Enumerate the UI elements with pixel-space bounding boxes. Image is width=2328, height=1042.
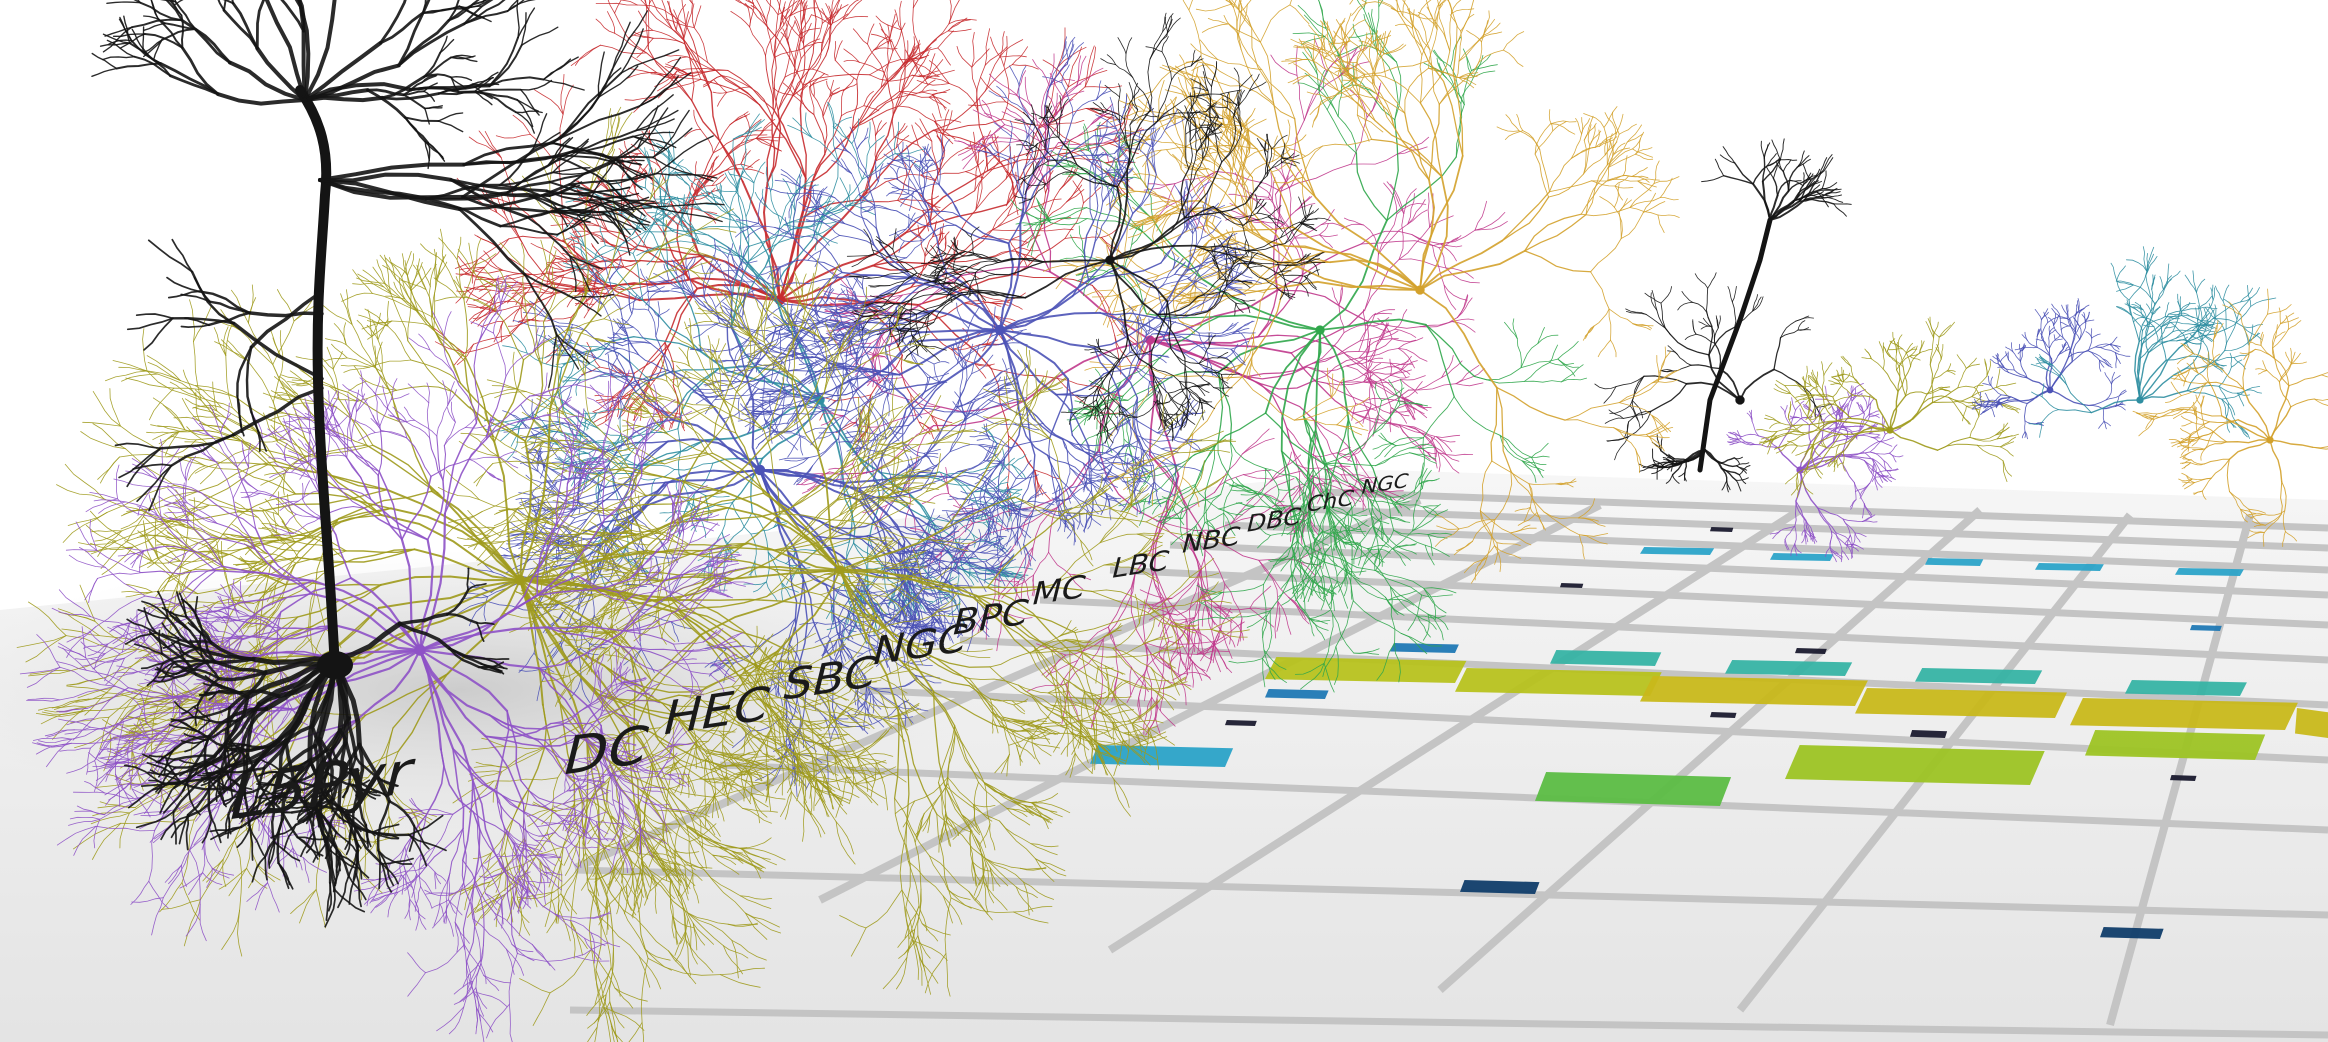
neuron-olive-front-2 <box>437 265 1250 997</box>
grid-line <box>1109 566 2328 629</box>
connectivity-cell <box>1455 668 1662 696</box>
connectivity-cell <box>1915 668 2043 684</box>
connectivity-cell <box>1535 772 1732 806</box>
connectivity-cell <box>1770 553 1834 561</box>
label-dc: DC <box>557 714 655 788</box>
grid-line <box>1224 521 2328 574</box>
connectivity-cell <box>1925 558 1984 566</box>
neuron-far-purple <box>1726 383 1904 563</box>
connectivity-cell <box>2190 625 2222 631</box>
neuron-back-pyramidal <box>1639 138 1852 493</box>
soma <box>317 651 353 679</box>
connectivity-cell <box>1855 688 2067 718</box>
connectivity-cell <box>2175 568 2244 576</box>
connectivity-cell <box>2100 927 2164 939</box>
connectivity-cell <box>1225 720 1257 726</box>
grid-line <box>1437 507 1983 993</box>
apical-dendrite <box>295 85 340 675</box>
grid-line <box>1274 504 2328 552</box>
neuron-far-olive <box>1756 316 2021 498</box>
connectivity-cell <box>1710 527 1734 532</box>
connectivity-cell <box>1390 643 1459 653</box>
grid-line <box>2106 513 2254 1027</box>
connectivity-cell <box>1725 660 1853 676</box>
grid-line <box>1039 596 2328 664</box>
connectivity-cell <box>1640 676 1868 706</box>
connectivity-cell <box>1785 745 2045 785</box>
connectivity-cell <box>1910 730 1948 738</box>
connectivity-cell <box>1265 657 1467 683</box>
connectivity-cell <box>2170 775 2197 781</box>
grid-line <box>1169 541 2328 599</box>
grid-line <box>719 761 2328 834</box>
connectivity-cell <box>1265 689 1329 699</box>
neuron-far-blue <box>1971 298 2131 440</box>
grid-line <box>818 501 1602 904</box>
connectivity-cell <box>1640 547 1715 555</box>
connectivity-cell <box>2085 730 2266 760</box>
connectivity-cell <box>1795 648 1827 654</box>
connectivity-cell <box>2295 708 2328 738</box>
connectivity-cell <box>1560 583 1584 588</box>
neuron-far-gold <box>2132 288 2328 547</box>
connectivity-cell <box>2125 680 2247 696</box>
grid-line <box>1107 506 1803 954</box>
neuron-gold-mid <box>1042 0 1681 584</box>
connectivity-cell <box>1550 650 1662 666</box>
neuron-black-mid <box>846 12 1331 444</box>
connectivity-cell <box>2035 563 2104 571</box>
connectivity-cell <box>1710 712 1737 718</box>
connectivity-cell <box>1460 880 1540 894</box>
connectivity-cells <box>1090 527 2328 939</box>
connectivity-cell <box>2070 698 2298 730</box>
grid-line <box>859 686 2328 764</box>
grid-line <box>569 1006 2328 1039</box>
neuron-far-teal <box>2028 246 2277 439</box>
neuron-l5-pyramidal <box>91 0 725 928</box>
neuron-morphologies <box>16 0 2328 1042</box>
